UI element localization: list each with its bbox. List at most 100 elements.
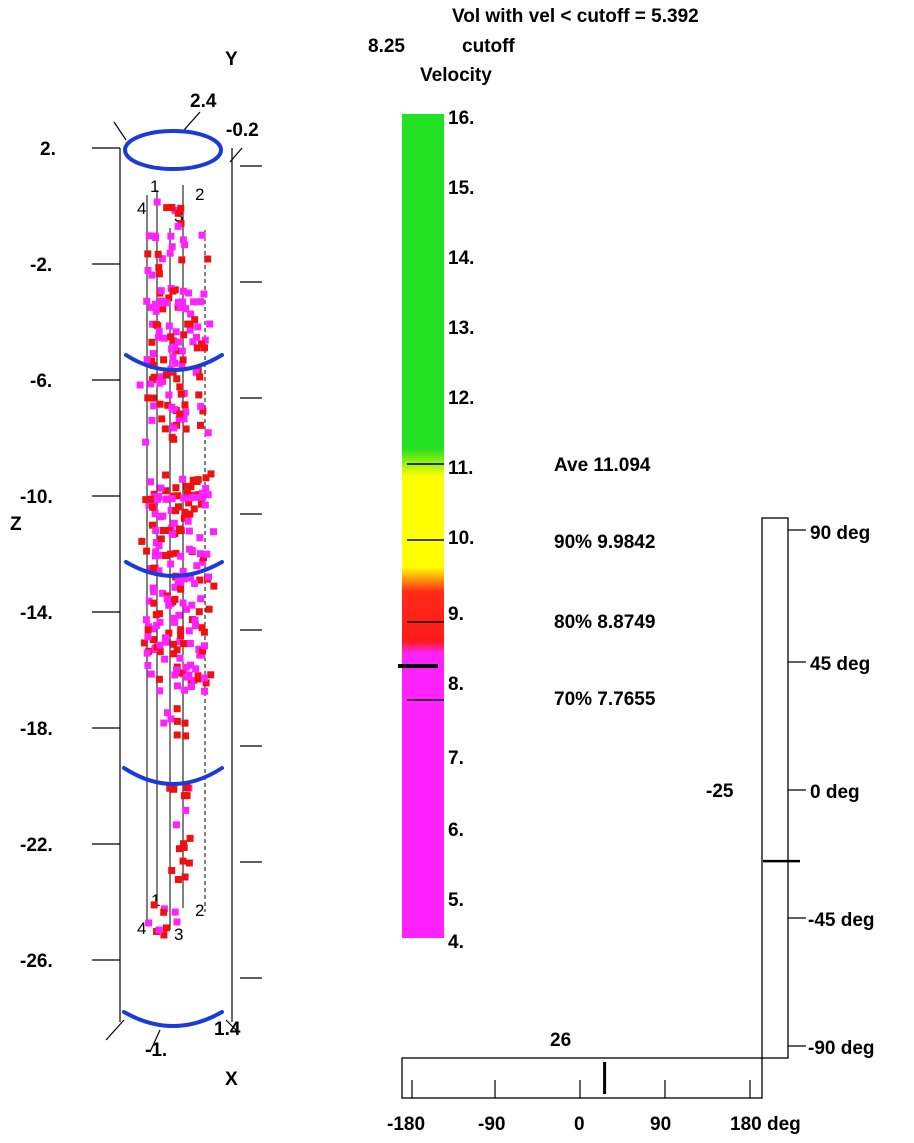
velocity-point [179,236,187,244]
velocity-point [144,250,152,258]
velocity-point [175,503,182,511]
velocity-point [178,298,186,306]
velocity-point [172,347,180,355]
velocity-point [145,501,153,509]
stat-70-percentile: 70% 7.7655 [554,689,656,710]
velocity-point [192,493,200,501]
velocity-point [162,471,170,479]
velocity-point [162,924,170,932]
velocity-point [170,640,178,648]
velocity-point [161,634,169,642]
velocity-point [177,204,185,212]
velocity-point [176,410,184,418]
velocity-point [185,289,193,297]
velocity-point [186,639,194,647]
top-left-value: 2.4 [190,91,217,112]
velocity-point [150,373,158,381]
velocity-point [194,323,202,331]
elevation-tick-label: -45 deg [808,910,875,931]
elevation-tick-label: 45 deg [810,654,870,675]
velocity-point [180,844,188,851]
velocity-tick-label: 4. [448,932,464,953]
velocity-point [174,338,182,346]
cutoff-label: cutoff [462,36,515,57]
velocity-point [181,508,189,516]
velocity-point [183,482,191,490]
velocity-point [210,528,217,536]
velocity-point [150,901,158,909]
velocity-point [160,334,168,342]
velocity-point [197,595,205,603]
probe-label-bottom: 3 [174,925,183,944]
corner-mark [183,111,201,131]
velocity-point [175,611,183,619]
velocity-tick-label: 10. [448,528,474,549]
velocity-point [165,629,173,637]
velocity-point [174,876,182,883]
velocity-point [181,873,189,881]
velocity-point [167,333,175,341]
velocity-point [204,429,212,437]
azimuth-tick-label: 0 [574,1114,585,1135]
velocity-point [160,908,168,916]
velocity-point [171,908,179,916]
velocity-point [172,484,180,492]
velocity-point [189,476,197,484]
velocity-point [196,576,204,584]
velocity-point [197,298,205,306]
z-tick-label: -18. [20,719,53,740]
cylinder-bottom-ring [122,1010,224,1028]
velocity-point [179,287,187,295]
velocity-point [157,535,165,543]
volume-readout: Vol with vel < cutoff = 5.392 [452,6,699,27]
velocity-point [182,806,190,814]
elevation-value: -25 [706,781,734,802]
velocity-point [146,495,154,503]
velocity-point [196,373,204,381]
velocity-point [180,640,187,648]
azimuth-tick-label: -90 [478,1114,505,1135]
velocity-point [178,256,186,264]
velocity-point [144,626,152,634]
velocity-point [156,641,164,649]
azimuth-tick-label: 180 deg [730,1114,801,1135]
velocity-point [196,550,204,558]
velocity-point [155,926,163,934]
z-axis-label: Z [10,514,22,535]
velocity-point [181,686,189,694]
velocity-point [162,638,170,646]
velocity-point [189,338,197,346]
velocity-point [168,403,176,411]
velocity-point [145,597,153,605]
velocity-point [144,661,152,669]
velocity-point [164,709,171,717]
probe-label-top: 4 [137,199,146,218]
velocity-point [163,204,171,212]
velocity-point [176,383,184,391]
elevation-slider[interactable]: 90 deg 45 deg 0 deg -45 deg -90 deg -25 [706,517,875,1059]
velocity-point [171,671,179,679]
velocity-point [149,320,157,328]
velocity-point [175,298,182,306]
velocity-point [173,731,181,739]
elevation-track[interactable] [761,517,789,1059]
y-axis-label: Y [225,49,238,70]
velocity-point [200,290,208,298]
azimuth-slider[interactable]: 26 -180 -90 0 90 180 deg [387,1030,801,1135]
velocity-point [168,495,176,503]
header: Vol with vel < cutoff = 5.392 8.25 cutof… [368,6,699,86]
velocity-point [160,356,168,364]
velocity-tick-label: 5. [448,890,464,911]
azimuth-track[interactable] [401,1057,763,1099]
velocity-point [147,303,155,311]
velocity-point [201,336,209,344]
elevation-tick-label: -90 deg [808,1038,875,1059]
velocity-point [156,379,164,387]
velocity-point [210,582,218,590]
velocity-point [162,487,170,495]
azimuth-tick-label: 90 [650,1114,671,1135]
velocity-point [198,231,206,239]
velocity-point [159,589,167,597]
velocity-point [178,361,186,369]
